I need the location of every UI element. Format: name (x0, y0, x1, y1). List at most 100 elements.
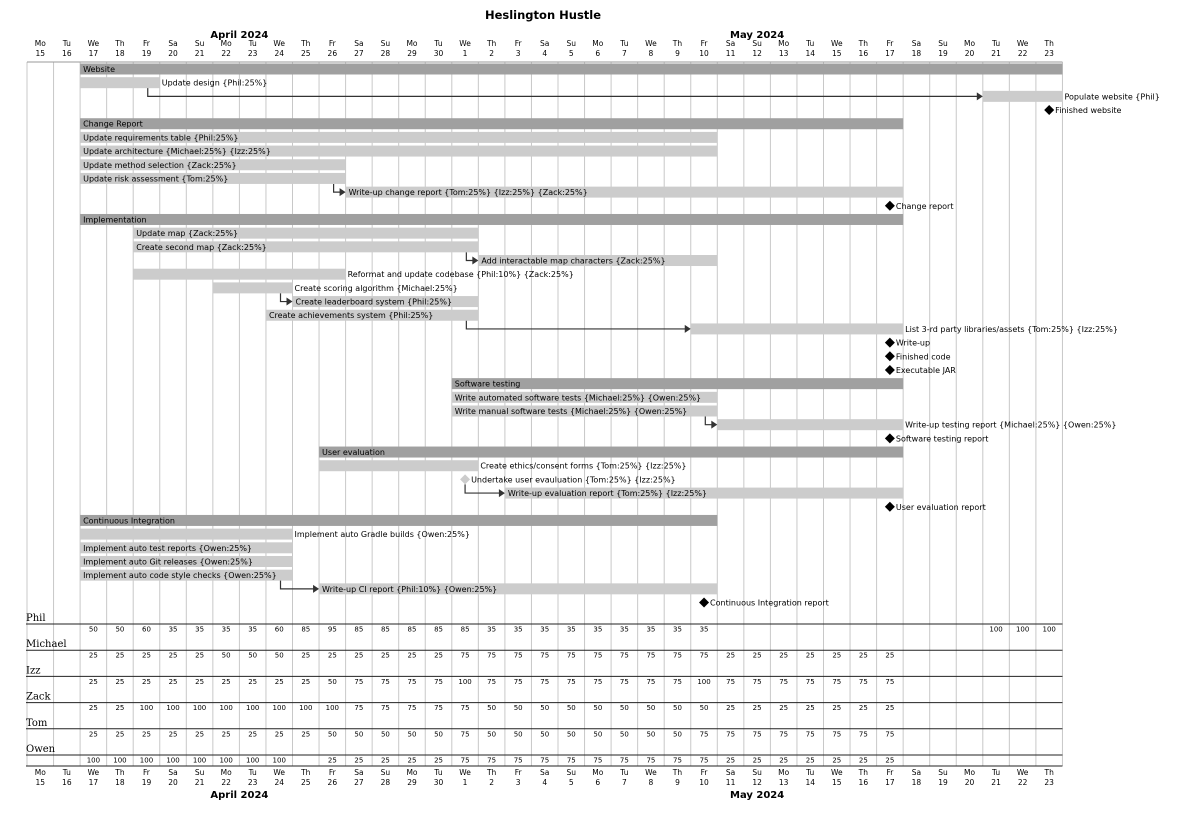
day-of-week-label: Su (195, 39, 205, 48)
resource-load-value: 75 (567, 652, 576, 660)
group-bar[interactable] (80, 514, 718, 526)
day-number-label: 27 (354, 49, 364, 58)
day-of-week-label: Sa (354, 768, 363, 777)
resource-load-value: 35 (567, 626, 576, 634)
task-bar[interactable] (133, 227, 479, 239)
day-of-week-label: Mo (964, 768, 975, 777)
group-bar[interactable] (80, 118, 904, 130)
task-bar[interactable] (212, 282, 293, 294)
task-bar[interactable] (265, 309, 479, 321)
task-bar[interactable] (451, 391, 718, 403)
day-of-week-label: Sa (168, 768, 177, 777)
day-of-week-label: Tu (991, 39, 1000, 48)
group-label: Continuous Integration (83, 516, 175, 525)
day-of-week-label: Th (1044, 39, 1055, 48)
group-label: Implementation (83, 215, 147, 224)
task-bar[interactable] (319, 460, 479, 472)
day-number-label: 29 (407, 778, 417, 787)
day-number-label: 7 (622, 778, 627, 787)
task-bar[interactable] (982, 90, 1063, 102)
group-label: Website (83, 65, 115, 74)
task-bar[interactable] (80, 555, 293, 567)
group-bar[interactable] (451, 378, 904, 390)
milestone-diamond-icon[interactable] (884, 200, 895, 211)
day-number-label: 25 (301, 778, 311, 787)
resource-load-value: 50 (328, 678, 337, 686)
resource-load-value: 25 (222, 678, 231, 686)
task-label: Implement auto Git releases {Owen:25%} (83, 557, 253, 566)
task-bar[interactable] (451, 405, 718, 417)
resource-load-value: 25 (89, 730, 98, 738)
task-bar[interactable] (80, 159, 346, 171)
resource-load-value: 100 (87, 757, 100, 765)
day-number-label: 10 (699, 778, 709, 787)
milestone-diamond-icon[interactable] (699, 597, 710, 608)
milestone-diamond-icon[interactable] (884, 433, 895, 444)
resource-load-value: 75 (726, 678, 735, 686)
milestone-diamond-icon[interactable] (884, 337, 895, 348)
milestone-diamond-icon[interactable] (884, 351, 895, 362)
group-bar[interactable] (80, 63, 1063, 75)
milestone-diamond-icon[interactable] (884, 364, 895, 375)
day-of-week-label: Mo (406, 39, 417, 48)
task-label: Implement auto test reports {Owen:25%} (83, 544, 252, 553)
task-label: Create ethics/consent forms {Tom:25%} {I… (480, 462, 686, 471)
resource-load-value: 25 (169, 652, 178, 660)
day-of-week-label: Th (672, 768, 683, 777)
day-of-week-label: Sa (168, 39, 177, 48)
day-of-week-label: Sa (540, 39, 549, 48)
task-bar[interactable] (345, 186, 904, 198)
task-bar[interactable] (80, 77, 160, 89)
resource-load-value: 100 (1016, 626, 1029, 634)
milestone-diamond-icon[interactable] (1044, 105, 1055, 116)
resource-load-value: 25 (832, 652, 841, 660)
task-bar[interactable] (717, 419, 904, 431)
task-bar[interactable] (80, 542, 293, 554)
day-number-label: 20 (168, 49, 178, 58)
resource-load-value: 75 (514, 757, 523, 765)
task-bar[interactable] (133, 241, 479, 253)
task-bar[interactable] (504, 487, 904, 499)
day-of-week-label: We (1017, 768, 1029, 777)
resource-load-value: 75 (779, 678, 788, 686)
milestone-diamond-icon[interactable] (460, 474, 471, 485)
day-of-week-label: Mo (592, 768, 603, 777)
resource-load-value: 75 (593, 757, 602, 765)
task-bar[interactable] (80, 172, 346, 184)
resource-load-value: 100 (166, 704, 179, 712)
day-of-week-label: Fr (515, 768, 523, 777)
day-of-week-label: We (88, 39, 100, 48)
day-of-week-label: Th (858, 39, 869, 48)
task-bar[interactable] (80, 145, 718, 157)
day-of-week-label: Tu (248, 768, 257, 777)
group-bar[interactable] (80, 213, 904, 225)
day-of-week-label: Su (195, 768, 205, 777)
milestone-diamond-icon[interactable] (884, 501, 895, 512)
day-of-week-label: Su (567, 768, 577, 777)
group-bar[interactable] (319, 446, 904, 458)
day-number-label: 9 (675, 778, 680, 787)
resource-load-value: 35 (673, 626, 682, 634)
task-label: Add interactable map characters {Zack:25… (481, 257, 665, 266)
resource-load-value: 50 (673, 704, 682, 712)
task-bar[interactable] (80, 131, 718, 143)
day-number-label: 23 (1044, 49, 1054, 58)
day-of-week-label: Sa (912, 768, 921, 777)
resource-load-value: 25 (354, 757, 363, 765)
resource-load-value: 75 (461, 704, 470, 712)
task-bar[interactable] (478, 255, 718, 267)
task-bar[interactable] (319, 583, 718, 595)
task-bar[interactable] (80, 569, 293, 581)
task-bar[interactable] (292, 296, 479, 308)
resource-load-value: 75 (806, 678, 815, 686)
resource-load-value: 75 (859, 678, 868, 686)
day-number-label: 19 (142, 49, 152, 58)
resource-load-value: 25 (381, 757, 390, 765)
resource-load-value: 25 (248, 678, 257, 686)
day-of-week-label: Fr (701, 768, 709, 777)
task-bar[interactable] (133, 268, 346, 280)
milestone-label: Finished website (1055, 106, 1121, 115)
task-bar[interactable] (80, 528, 293, 540)
day-number-label: 22 (221, 778, 231, 787)
task-bar[interactable] (690, 323, 904, 335)
